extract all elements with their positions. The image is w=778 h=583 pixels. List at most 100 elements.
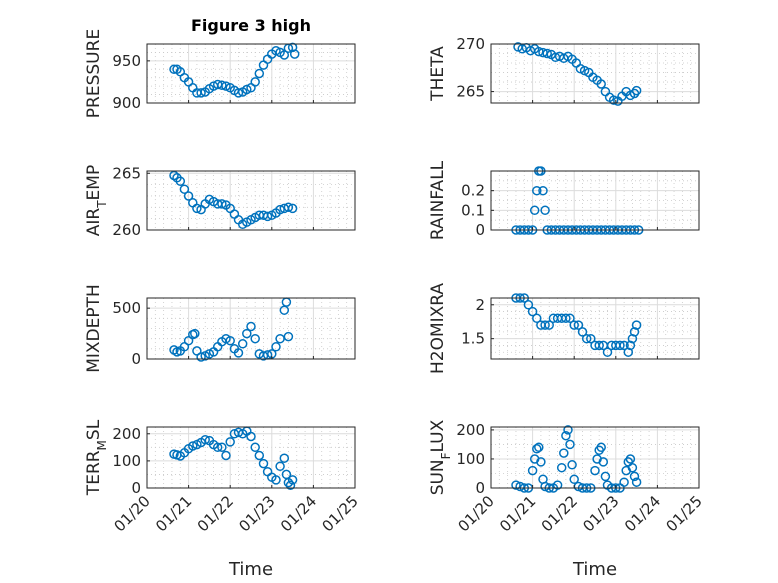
y-tick-label: 0: [131, 350, 141, 368]
pressure-axes: [146, 43, 356, 104]
terr-msl-data-point: [254, 450, 265, 461]
sun-flux-data-point: [559, 448, 569, 458]
pressure-data-point: [287, 42, 298, 53]
x-axis-label-right: Time: [572, 559, 617, 580]
h2omixra-data-point: [581, 333, 592, 344]
terr-msl-data-point: [287, 475, 298, 485]
rainfall-data-point: [532, 185, 542, 196]
sun-flux-data-point: [556, 462, 567, 473]
y-tick-label: 265: [112, 164, 141, 182]
sun-flux-y-axis-label: SUNFLUX: [428, 419, 453, 495]
terr-msl-data-point: [212, 442, 223, 453]
pressure-data-point: [289, 49, 300, 59]
theta-data-point: [631, 85, 642, 96]
y-tick-label: 100: [112, 452, 141, 470]
pressure-data-point: [254, 68, 265, 79]
y-tick-label: 0: [131, 479, 141, 497]
mixdepth-data-point: [190, 328, 200, 339]
sun-flux-axes-box: [490, 426, 700, 489]
terr-msl-data-point: [275, 461, 285, 472]
theta-data-point: [534, 46, 544, 57]
pressure-data-point: [169, 64, 179, 75]
sun-flux-data-point: [511, 480, 521, 490]
mixdepth-data-point: [271, 342, 281, 352]
h2omixra-data-point: [540, 320, 550, 330]
y-tick-label: 2: [475, 296, 485, 314]
terr-msl-data-point: [188, 441, 198, 451]
sun-flux-data-point: [527, 465, 538, 476]
terr-msl-y-axis-label: TERRMSL: [84, 419, 109, 496]
theta-data-point: [596, 79, 606, 89]
rainfall-y-axis-label: RAINFALL: [428, 160, 448, 240]
air-temp-data-point: [183, 191, 194, 201]
y-tick-label: 265: [456, 83, 485, 101]
h2omixra-data-point: [615, 340, 625, 351]
mixdepth-data-point: [225, 335, 235, 346]
mixdepth-axes-box: [146, 297, 356, 360]
h2omixra-data-point: [619, 340, 629, 351]
air-temp-data-point: [217, 199, 227, 209]
y-tick-label: 900: [112, 94, 141, 112]
terr-msl-axes: [146, 426, 356, 489]
terr-msl-data-point: [258, 458, 269, 469]
terr-msl-data-point: [217, 442, 227, 453]
pressure-data-point: [242, 84, 252, 95]
terr-msl-data-point: [225, 437, 235, 447]
theta-axes-box: [490, 43, 700, 104]
mixdepth-data-point: [196, 352, 206, 362]
terr-msl-data-point: [221, 450, 231, 461]
h2omixra-data-point: [565, 313, 575, 324]
sun-flux-data-point: [567, 460, 577, 470]
h2omixra-y-axis-label: H2OMIXRA: [428, 283, 448, 374]
rainfall-data-point: [540, 205, 550, 216]
sun-flux-data-point: [629, 471, 640, 482]
sun-flux-data-point: [598, 457, 609, 467]
mixdepth-data-point: [246, 321, 256, 332]
h2omixra-plot: 1.5 2 H2OMIXRA: [428, 283, 700, 374]
h2omixra-data-point: [544, 320, 554, 330]
sun-flux-data-point: [534, 442, 544, 453]
h2omixra-axes-box: [490, 297, 700, 360]
air-temp-data-point: [262, 211, 273, 222]
air-temp-data-point: [192, 203, 202, 214]
terr-msl-axes-box: [146, 426, 356, 489]
pressure-y-axis-label: PRESSURE: [84, 29, 104, 118]
mixdepth-data-point: [242, 328, 252, 339]
sun-flux-data-point: [536, 457, 546, 467]
sun-flux-data-point: [565, 439, 575, 450]
y-tick-label: 0.2: [461, 182, 485, 200]
mixdepth-data-point: [237, 339, 248, 349]
y-tick-label: 0.1: [461, 201, 485, 219]
terr-msl-data-point: [200, 434, 210, 445]
pressure-plot: 900 950 PRESSURE: [84, 29, 356, 118]
rainfall-axes-box: [490, 170, 700, 231]
figure-title: Figure 3 high: [191, 16, 311, 35]
sun-flux-data-point: [561, 430, 571, 441]
y-tick-label: 100: [456, 450, 485, 468]
sun-flux-data-point: [627, 462, 638, 473]
sun-flux-axes: [490, 426, 700, 489]
sun-flux-data-point: [563, 425, 573, 435]
x-axis-label-left: Time: [228, 559, 273, 580]
h2omixra-data-point: [594, 340, 604, 351]
sun-flux-data-point: [532, 444, 542, 454]
mixdepth-data-point: [275, 333, 285, 344]
air-temp-data-point: [179, 184, 190, 194]
terr-msl-data-point: [271, 475, 281, 485]
theta-y-axis-label: THETA: [428, 46, 448, 102]
sun-flux-data-point: [600, 471, 611, 482]
terr-msl-data-point: [285, 480, 296, 491]
y-tick-label: 200: [112, 425, 141, 443]
h2omixra-data-point: [532, 313, 542, 324]
rainfall-data-point: [529, 205, 540, 216]
theta-plot: 265 270 THETA: [428, 35, 700, 106]
mixdepth-y-axis-label: MIXDEPTH: [84, 284, 104, 373]
y-tick-label: 200: [456, 421, 485, 439]
sun-flux-data-point: [625, 454, 636, 464]
pressure-axes-box: [146, 43, 356, 104]
terr-msl-data-point: [279, 453, 290, 463]
pressure-data-point: [250, 77, 260, 87]
h2omixra-data-point: [586, 333, 596, 344]
